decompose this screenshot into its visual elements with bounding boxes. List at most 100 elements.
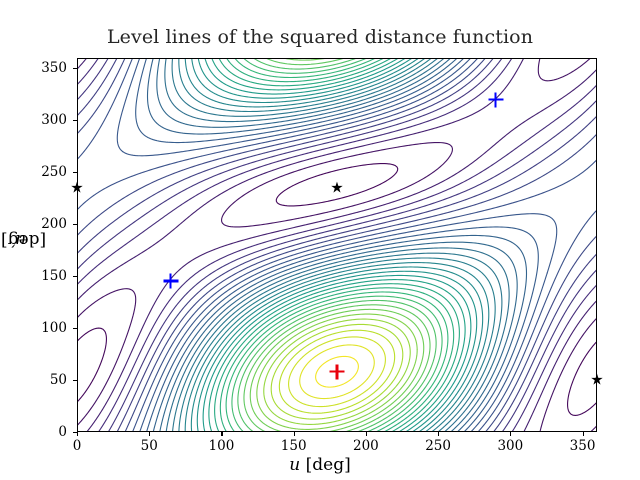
contour-line	[135, 58, 465, 144]
contour-line	[77, 58, 100, 86]
contour-line	[231, 295, 443, 432]
contour-line	[477, 209, 597, 432]
contour-line	[77, 327, 107, 403]
contour-line	[220, 141, 453, 228]
contour-line	[537, 58, 592, 82]
contour-line	[116, 58, 472, 157]
contour-line	[97, 84, 597, 432]
page-title: Level lines of the squared distance func…	[106, 26, 534, 48]
x-axis-label: u [deg]	[0, 455, 640, 475]
contour-line	[77, 58, 525, 301]
x-tick-label: 100	[208, 438, 235, 454]
x-tick	[510, 432, 512, 436]
contour-line	[77, 58, 88, 70]
x-tick-label: 0	[72, 438, 82, 454]
y-tick	[73, 120, 77, 122]
contour-line	[567, 340, 597, 416]
contour-line	[278, 329, 396, 414]
y-tick-label: 150	[41, 268, 67, 285]
x-tick	[582, 432, 584, 436]
contour-line	[275, 163, 399, 207]
plot-axes: ★ ★ ★	[70, 58, 604, 432]
y-tick	[73, 172, 77, 174]
contour-line	[77, 58, 503, 271]
contour-line	[539, 317, 597, 432]
contour-line	[253, 58, 358, 70]
contour-line	[116, 115, 597, 432]
x-tick-label: 350	[569, 438, 596, 454]
contour-line	[225, 291, 449, 432]
contour-line	[243, 304, 431, 432]
contour-line	[265, 58, 346, 66]
contour-line	[178, 257, 496, 432]
minimum-marker	[488, 92, 504, 108]
contour-line	[214, 283, 460, 432]
contour-lines	[77, 58, 597, 432]
contour-line	[171, 252, 503, 432]
x-tick-label: 150	[280, 438, 307, 454]
saddle-marker: ★	[590, 370, 604, 389]
contour-line	[184, 58, 426, 108]
contour-line	[282, 58, 328, 61]
y-tick-label: 350	[41, 60, 67, 77]
contour-line	[164, 58, 445, 123]
marker-layer: ★ ★ ★	[70, 58, 604, 432]
contour-line	[124, 133, 597, 432]
contour-line	[139, 213, 558, 432]
x-tick	[365, 432, 367, 436]
y-tick-label: 250	[41, 164, 67, 181]
maximum-marker	[329, 364, 345, 380]
contour-line	[202, 274, 472, 432]
contour-line	[492, 253, 597, 432]
y-tick-label: 0	[58, 424, 67, 440]
contour-line	[77, 58, 513, 286]
contour-line	[263, 318, 411, 425]
contour-line	[77, 58, 126, 135]
contour-line	[77, 288, 137, 427]
contour-line	[484, 235, 597, 432]
contour-line	[146, 58, 458, 135]
contour-line	[270, 323, 404, 420]
minimum-marker	[163, 273, 179, 289]
saddle-marker: ★	[70, 178, 84, 197]
saddle-marker: ★	[330, 178, 344, 197]
x-tick	[149, 432, 151, 436]
y-axis-label: u′ [deg]	[0, 0, 46, 480]
contour-line	[191, 58, 420, 104]
y-tick-label: 200	[41, 216, 67, 233]
contour-line	[190, 266, 484, 432]
contour-line	[156, 58, 452, 128]
contour-line	[242, 58, 368, 74]
contour-line	[204, 58, 407, 95]
contour-line	[171, 58, 439, 117]
contour-line	[146, 226, 539, 432]
contour-line	[196, 270, 478, 432]
contour-line	[211, 58, 400, 91]
contour-line	[132, 159, 597, 432]
contour-line	[152, 234, 528, 432]
contour-line	[256, 313, 418, 430]
x-tick-label: 300	[497, 438, 524, 454]
contour-line	[77, 58, 494, 255]
x-axis-label-unit: [deg]	[300, 455, 351, 475]
x-axis-label-var: u	[289, 455, 301, 475]
y-tick-label: 100	[41, 320, 67, 337]
y-tick	[73, 276, 77, 278]
y-tick-label: 50	[49, 372, 67, 389]
y-tick	[73, 380, 77, 382]
x-tick-label: 250	[425, 438, 451, 454]
x-tick	[221, 432, 223, 436]
y-tick	[73, 224, 77, 226]
contour-line	[501, 268, 597, 432]
contour-line	[288, 336, 386, 408]
contour-line	[159, 241, 518, 432]
contour-line	[77, 58, 486, 237]
y-tick	[73, 432, 77, 434]
x-tick-label: 200	[352, 438, 379, 454]
contour-line	[511, 284, 597, 432]
contour-line	[237, 299, 437, 432]
contour-line	[208, 279, 466, 432]
contour-line	[299, 344, 375, 400]
contour-line	[77, 58, 134, 161]
